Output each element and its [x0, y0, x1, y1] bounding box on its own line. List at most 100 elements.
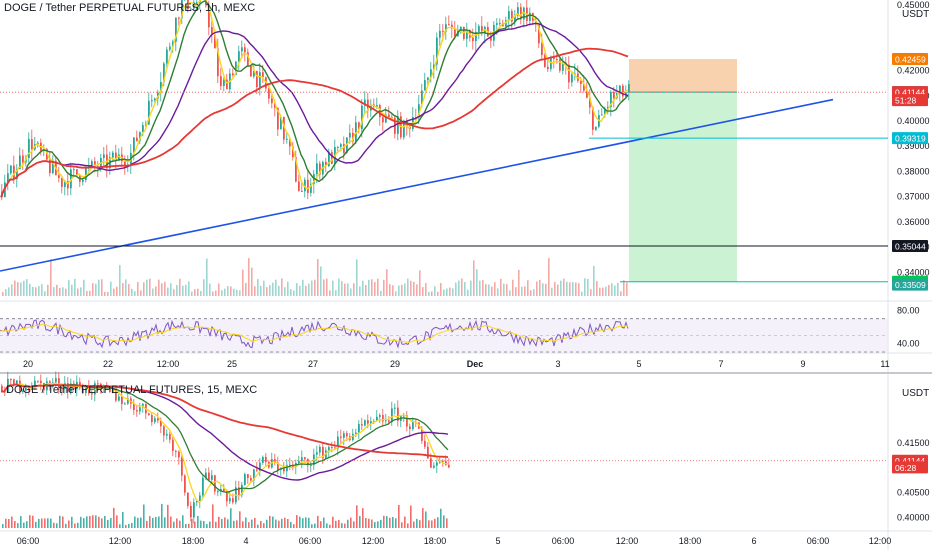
top-unit-label[interactable]: USDT — [902, 9, 930, 20]
candle-body — [358, 122, 360, 130]
volume-bar — [359, 516, 361, 528]
candle-body — [418, 104, 420, 118]
volume-bar — [275, 519, 277, 528]
volume-bar — [29, 515, 31, 528]
volume-bar — [422, 508, 424, 528]
volume-bar — [359, 286, 361, 296]
candle-body — [217, 491, 219, 493]
time-tick-label: 4 — [243, 536, 248, 546]
candle-body — [454, 28, 456, 37]
volume-bar — [158, 279, 160, 296]
candle-body — [118, 396, 120, 401]
candle-body — [169, 434, 171, 440]
volume-bar — [530, 290, 532, 296]
volume-bar — [305, 517, 307, 528]
candle-body — [175, 451, 177, 453]
volume-bar — [281, 278, 283, 296]
candle-body — [235, 61, 237, 76]
volume-bar — [155, 516, 157, 528]
candle-body — [148, 413, 150, 416]
volume-bar — [383, 515, 385, 528]
volume-bar — [455, 282, 457, 296]
candle-body — [448, 24, 450, 26]
volume-bar — [110, 281, 112, 296]
volume-bar — [119, 265, 121, 296]
candle-body — [472, 37, 474, 42]
volume-bar — [92, 283, 94, 296]
candle-body — [133, 403, 135, 411]
volume-bar — [371, 279, 373, 296]
candle-body — [466, 29, 468, 39]
candle-body — [307, 179, 309, 193]
volume-bar — [155, 286, 157, 296]
volume-bar — [182, 515, 184, 528]
candle-body — [259, 72, 261, 88]
volume-bar — [203, 279, 205, 296]
candle-body — [427, 446, 429, 459]
volume-bar — [554, 281, 556, 296]
ma-green-line — [0, 0, 629, 198]
volume-bar — [17, 523, 19, 528]
bottom-unit-label[interactable]: USDT — [902, 388, 930, 399]
volume-bar — [116, 286, 118, 296]
volume-bar — [464, 282, 466, 296]
candle-body — [577, 73, 579, 81]
candle-body — [583, 83, 585, 91]
volume-bar — [500, 278, 502, 296]
volume-bar — [197, 515, 199, 528]
volume-bar — [350, 288, 352, 296]
candle-body — [163, 63, 165, 82]
volume-bar — [299, 285, 301, 296]
volume-bar — [53, 522, 55, 528]
candle-body — [70, 383, 72, 392]
candle-body — [313, 174, 315, 184]
volume-bar — [50, 259, 52, 296]
candle-body — [622, 85, 624, 97]
candle-body — [316, 452, 318, 455]
candle-body — [301, 190, 303, 192]
ma-yellow-line — [0, 382, 448, 504]
volume-bar — [272, 282, 274, 296]
candle-body — [427, 77, 429, 81]
volume-bar — [266, 287, 268, 296]
candle-body — [208, 472, 210, 480]
candle-body — [67, 181, 69, 189]
volume-bar — [200, 520, 202, 528]
volume-bar — [458, 280, 460, 296]
volume-bar — [161, 283, 163, 296]
candle-body — [193, 2, 195, 9]
volume-bar — [119, 524, 121, 528]
volume-bar — [74, 523, 76, 528]
volume-bar — [221, 518, 223, 528]
candle-body — [343, 144, 345, 153]
candle-body — [154, 98, 156, 101]
candle-body — [382, 117, 384, 123]
volume-bar — [8, 287, 10, 296]
candle-body — [286, 138, 288, 140]
candle-body — [82, 388, 84, 394]
candle-body — [376, 416, 378, 422]
volume-bar — [446, 288, 448, 296]
candle-body — [289, 464, 291, 466]
volume-bar — [5, 289, 7, 296]
volume-bar — [398, 504, 400, 528]
candle-body — [157, 418, 159, 421]
candle-body — [430, 69, 432, 78]
volume-bar — [368, 518, 370, 528]
candle-body — [118, 154, 120, 161]
volume-bar — [209, 283, 211, 296]
volume-bar — [311, 524, 313, 528]
price-badge: 0.33509 — [895, 280, 926, 290]
volume-bar — [146, 520, 148, 528]
volume-bar — [338, 520, 340, 528]
candle-body — [151, 100, 153, 102]
candle-body — [355, 432, 357, 434]
time-tick-label: 18:00 — [424, 536, 447, 546]
volume-bar — [584, 278, 586, 296]
volume-bar — [620, 291, 622, 296]
ma-purple-line — [0, 383, 449, 481]
volume-bar — [362, 508, 364, 528]
volume-bar — [356, 259, 358, 296]
candle-body — [172, 41, 174, 47]
